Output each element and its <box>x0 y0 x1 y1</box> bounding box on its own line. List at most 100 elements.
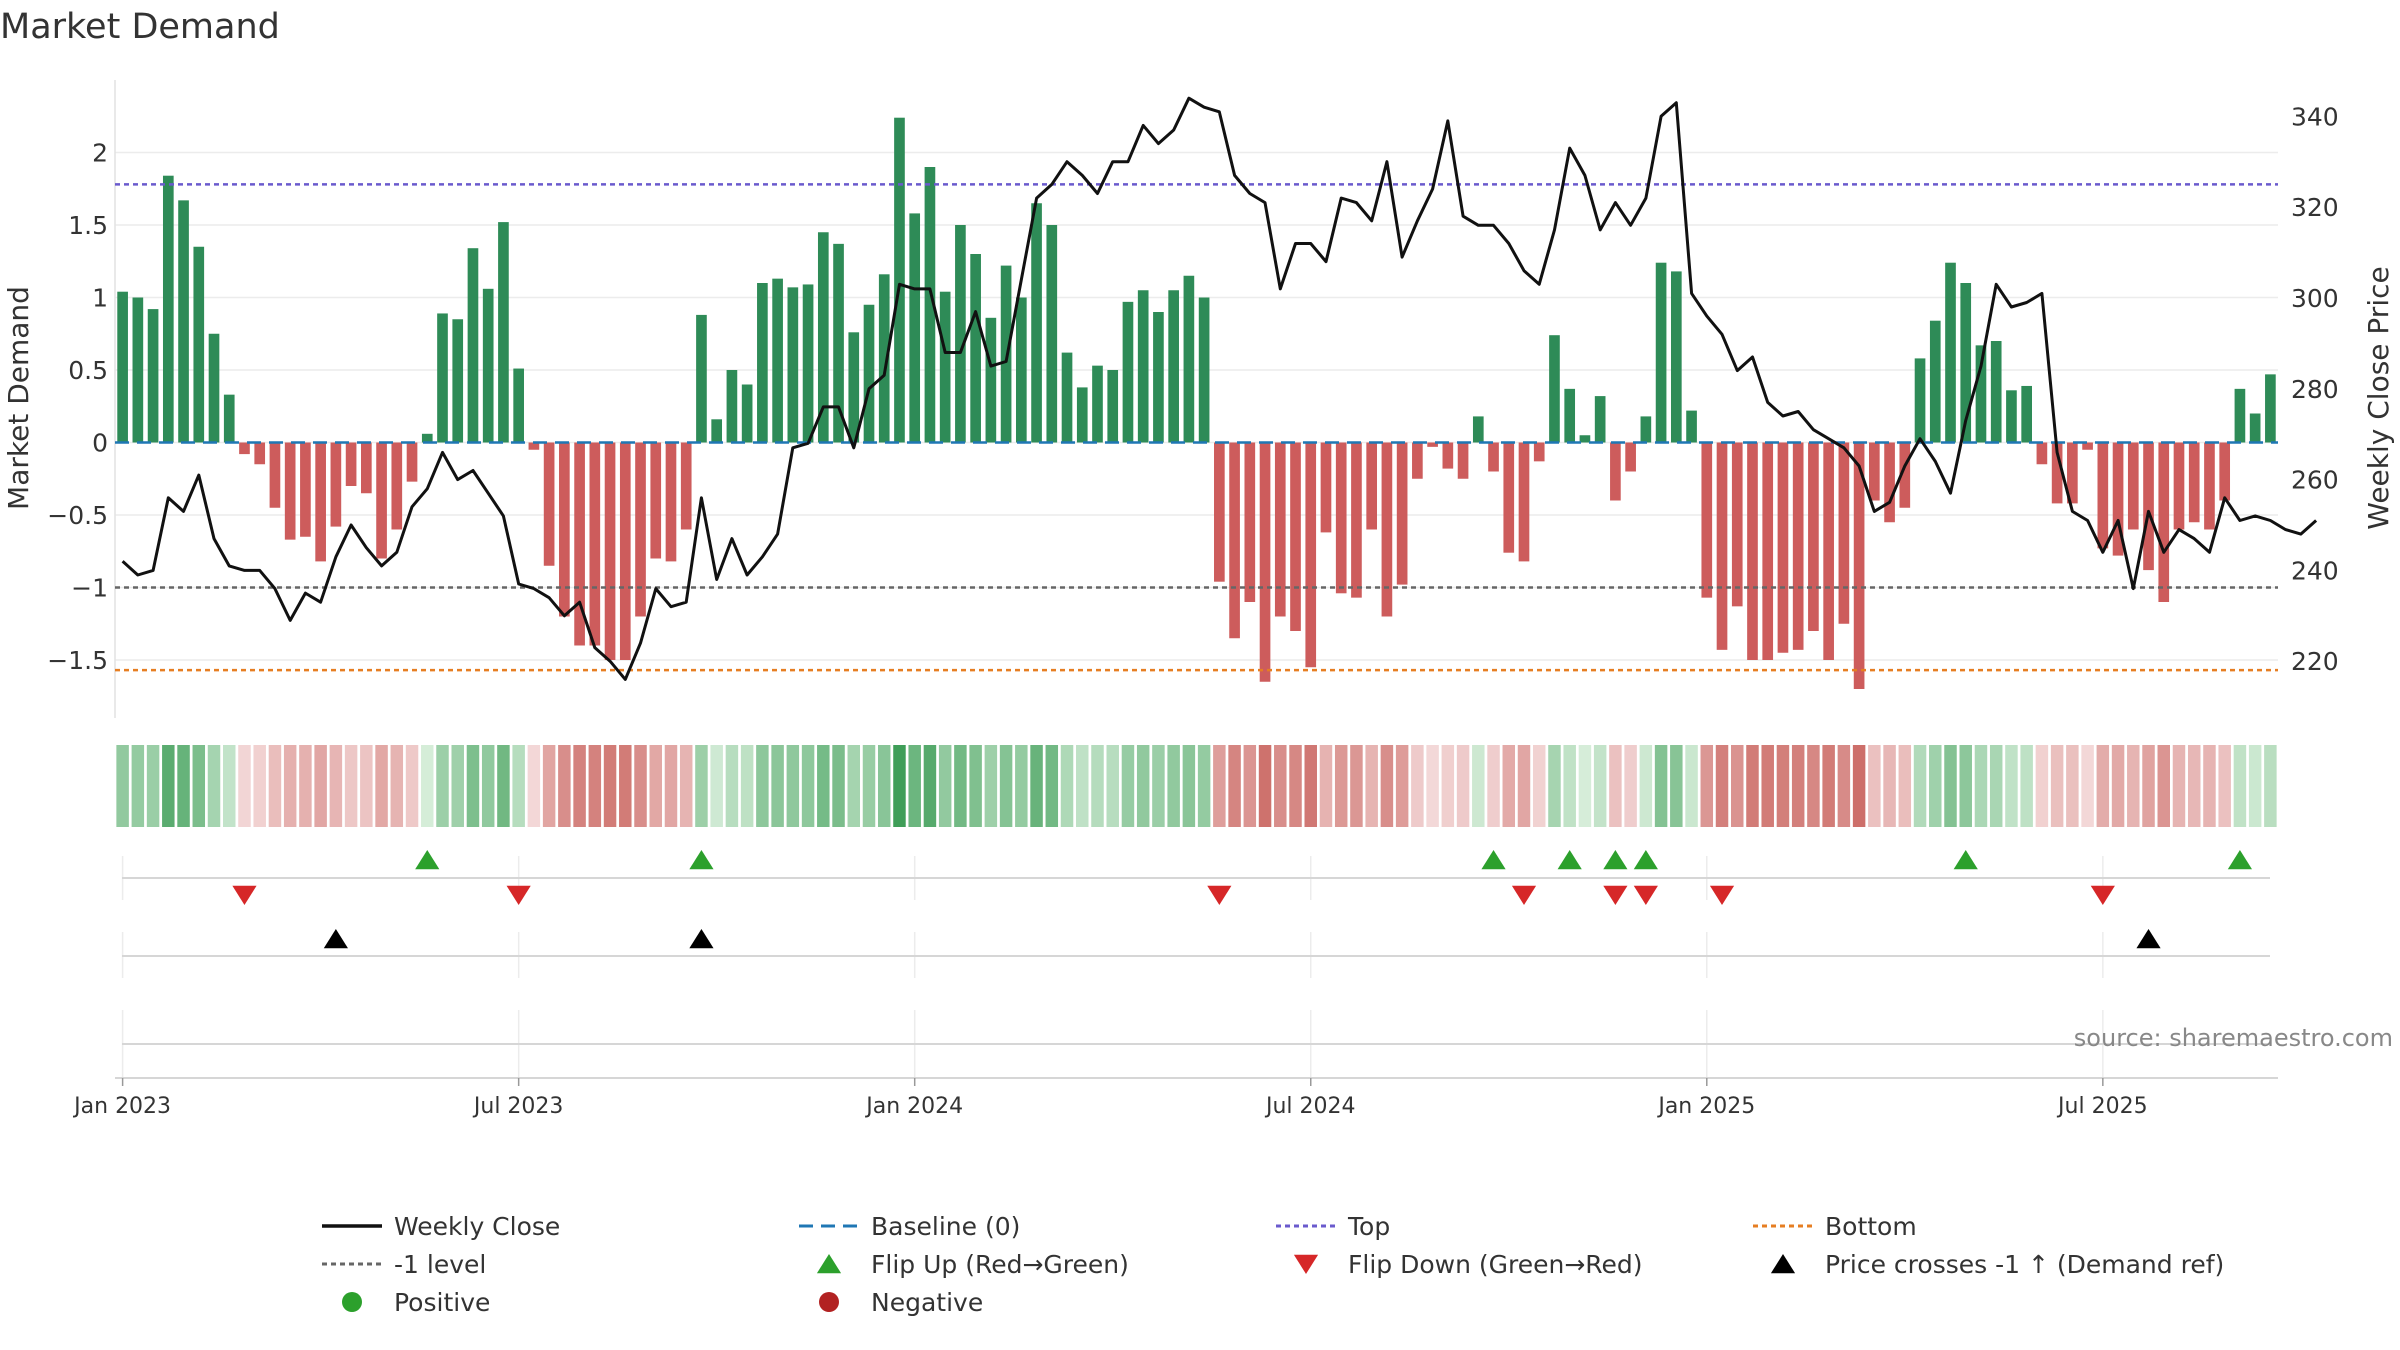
positive-bar <box>711 419 723 443</box>
positive-bar <box>757 283 768 443</box>
negative-bar <box>604 442 616 660</box>
negative-bar <box>1305 442 1317 668</box>
negative-bar <box>2158 442 2170 602</box>
left-tick-label: −0.5 <box>47 501 108 530</box>
negative-bar <box>635 442 646 617</box>
legend-label: Price crosses -1 ↑ (Demand ref) <box>1825 1250 2224 1279</box>
strip-cell-negative <box>1395 745 1409 827</box>
negative-bar <box>2173 442 2185 530</box>
bottom-panel <box>115 1010 2278 1079</box>
positive-bar <box>117 291 128 443</box>
legend-item: Top <box>1276 1212 1390 1241</box>
negative-bar <box>376 442 387 559</box>
strip-cell-negative <box>1213 745 1226 827</box>
strip-cell-negative <box>1228 745 1241 827</box>
legend-dot <box>819 1292 839 1312</box>
strip-cell-negative <box>2081 745 2094 827</box>
positive-bar <box>878 274 890 443</box>
negative-bar <box>574 442 585 646</box>
flip-up-marker <box>689 850 714 870</box>
strip-cell-positive <box>1091 745 1104 827</box>
legend-item: Positive <box>342 1288 490 1317</box>
positive-bar <box>1107 370 1119 443</box>
strip-cell-negative <box>2142 745 2155 827</box>
flip-down-marker <box>1633 885 1658 905</box>
strip-cell-positive <box>131 745 145 827</box>
strip-cell-negative <box>2096 745 2110 827</box>
negative-bar <box>1442 442 1454 469</box>
price-cross-marker <box>323 929 348 949</box>
strip-cell-negative <box>1334 745 1348 827</box>
negative-bar <box>543 442 555 566</box>
strip-cell-negative <box>1868 745 1881 827</box>
strip-cell-negative <box>238 745 251 827</box>
negative-bar <box>665 442 677 562</box>
negative-bar <box>300 442 311 537</box>
strip-cell-positive <box>1639 745 1653 827</box>
negative-bar <box>1838 442 1850 624</box>
positive-bar <box>1594 396 1606 443</box>
negative-bar <box>2219 442 2231 501</box>
positive-bar <box>482 288 494 443</box>
positive-bar <box>1549 335 1560 443</box>
strip-cell-negative <box>268 745 282 827</box>
negative-bar <box>315 442 326 562</box>
strip-cell-negative <box>542 745 556 827</box>
positive-bar <box>726 370 738 443</box>
strip-cell-positive <box>1578 745 1592 827</box>
flip-up-marker <box>1481 850 1506 870</box>
strip-cell-positive <box>512 745 525 827</box>
negative-bar <box>1274 442 1286 617</box>
negative-bar <box>1412 442 1423 479</box>
strip-cell-positive <box>1913 745 1927 827</box>
strip-cell-positive <box>207 745 221 827</box>
strip-cell-negative <box>664 745 678 827</box>
strip-cell-negative <box>2157 745 2171 827</box>
strip-cell-negative <box>558 745 571 827</box>
positive-bar <box>1168 290 1179 443</box>
strip-cell-positive <box>1167 745 1180 827</box>
strip-cell-positive <box>954 745 967 827</box>
strip-cell-positive <box>481 745 495 827</box>
negative-bar <box>1366 442 1378 530</box>
strip-cell-negative <box>527 745 541 827</box>
flip-marker-panel <box>121 850 2270 905</box>
strip-cell-negative <box>1609 745 1622 827</box>
negative-bar <box>680 442 692 530</box>
strip-cell-positive <box>786 745 800 827</box>
strip-cell-positive <box>1045 745 1059 827</box>
negative-bar <box>1396 442 1408 585</box>
weekly-close-line <box>121 96 2318 681</box>
positive-bar <box>1472 416 1484 443</box>
negative-bar <box>1853 442 1865 689</box>
strip-cell-negative <box>1502 745 1516 827</box>
x-tick-label: Jul 2025 <box>2056 1094 2148 1119</box>
right-axis: 340 320 300 280 260 240 220 <box>2291 102 2339 676</box>
negative-bar <box>1244 442 1256 602</box>
strip-cell-negative <box>1289 745 1302 827</box>
strip-cell-negative <box>2035 745 2049 827</box>
negative-bar <box>528 442 540 450</box>
strip-cell-positive <box>1563 745 1576 827</box>
x-tick-label: Jan 2023 <box>72 1094 171 1119</box>
legend-item: Baseline (0) <box>799 1212 1020 1241</box>
reference-lines <box>115 183 2278 672</box>
negative-bar <box>361 442 372 494</box>
positive-bar <box>1137 290 1149 443</box>
strip-cell-positive <box>893 745 906 827</box>
strip-cell-positive <box>1944 745 1957 827</box>
negative-bar <box>391 442 403 530</box>
legend-triangle-up <box>1770 1254 1796 1274</box>
positive-bar <box>924 167 936 443</box>
strip-cell-negative <box>1456 745 1470 827</box>
x-tick-label: Jan 2025 <box>1656 1094 1755 1119</box>
positive-bar <box>741 384 753 443</box>
positive-bar <box>437 313 448 443</box>
strip-cell-positive <box>1106 745 1119 827</box>
negative-bar <box>1610 442 1621 501</box>
positive-bar <box>817 232 829 443</box>
strip-cell-negative <box>1365 745 1378 827</box>
left-tick-label: 1 <box>92 284 108 313</box>
strip-cell-positive <box>1136 745 1150 827</box>
strip-cell-positive <box>222 745 236 827</box>
